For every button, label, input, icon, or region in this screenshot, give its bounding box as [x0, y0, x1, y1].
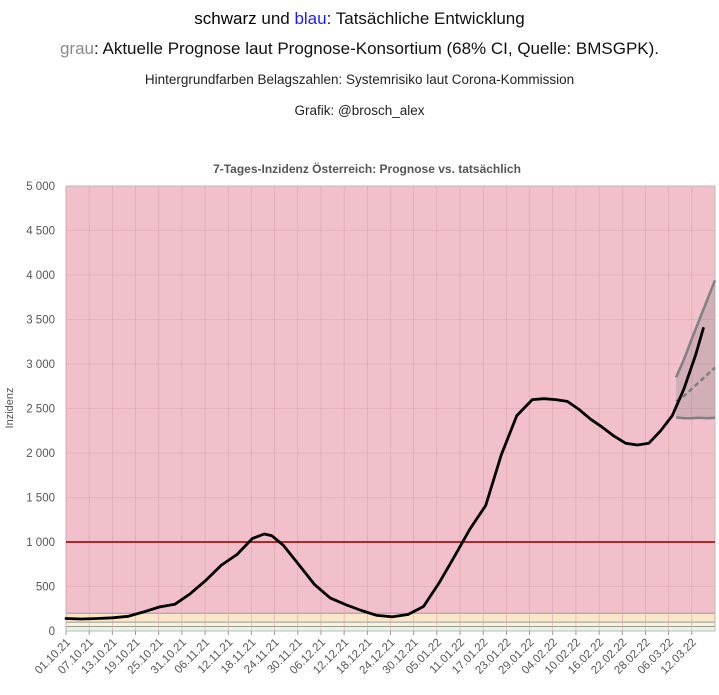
y-axis-label: Inzidenz [4, 388, 16, 429]
forecast-lower-line [675, 416, 716, 420]
actual-incidence-line [64, 326, 705, 621]
header-line-actual: schwarz und blau: Tatsächliche Entwicklu… [0, 9, 719, 29]
header-credit: Grafik: @brosch_alex [294, 103, 425, 118]
header-and-word: und [256, 9, 295, 28]
y-tick-label: 3 500 [26, 315, 55, 327]
y-tick-label: 1 500 [26, 493, 55, 505]
header-actual-word: schwarz [194, 9, 257, 28]
incidence-chart: 7-Tages-Inzidenz Österreich: Prognose vs… [4, 161, 717, 677]
header-background-note: Hintergrundfarben Belagszahlen: Systemri… [144, 72, 575, 87]
header-forecast-desc: : Aktuelle Prognose laut Prognose-Konsor… [93, 39, 660, 58]
y-tick-label: 500 [36, 582, 55, 594]
forecast-upper-line [674, 279, 717, 378]
y-tick-label: 1 000 [26, 537, 55, 549]
x-axis-ticks: 01.10.2107.10.2113.10.2119.10.2125.10.21… [33, 631, 699, 677]
y-axis-ticks: 0 500 1 000 1 500 2 000 2 500 3 000 3 500 4 000 4… [26, 181, 55, 638]
chart-title: 7-Tages-Inzidenz Österreich: Prognose vs… [213, 161, 521, 176]
y-tick-label: 3 000 [26, 359, 55, 371]
y-tick-label: 4 500 [26, 226, 55, 238]
forecast-median-line [675, 366, 716, 403]
header-actual-desc: : Tatsächliche Entwicklung [326, 9, 525, 28]
y-tick-label: 4 000 [26, 270, 55, 282]
header-blue-word: blau [294, 9, 327, 28]
y-tick-label: 5 000 [26, 181, 55, 193]
y-tick-label: 2 500 [26, 404, 55, 416]
y-tick-label: 2 000 [26, 448, 55, 460]
header-line-forecast: grau: Aktuelle Prognose laut Prognose-Ko… [0, 39, 719, 59]
actual-group [64, 326, 705, 621]
y-tick-label: 0 [49, 626, 55, 638]
header-grey-word: grau [59, 39, 94, 58]
